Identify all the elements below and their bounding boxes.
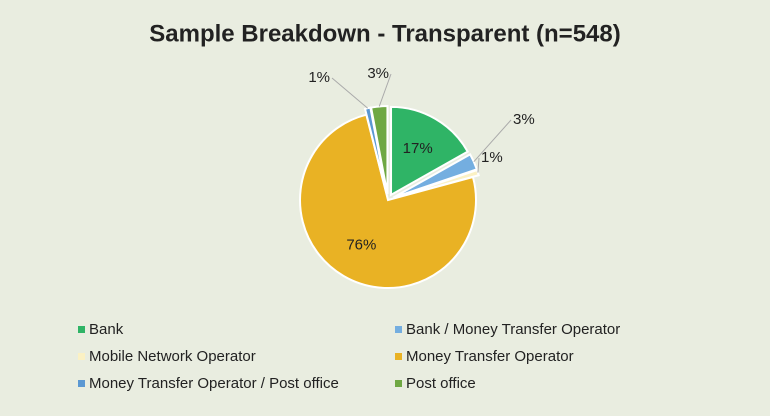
legend-label: Money Transfer Operator [406,348,574,365]
legend-swatch [395,353,402,360]
legend-swatch [78,353,85,360]
slice-label: 3% [367,65,389,82]
leader-line [477,157,480,173]
legend-swatch [395,380,402,387]
slice-label: 1% [308,69,330,86]
legend-swatch [395,326,402,333]
legend-label: Bank [89,321,124,338]
legend-swatch [78,326,85,333]
chart-title: Sample Breakdown - Transparent (n=548) [149,20,620,47]
legend-label: Mobile Network Operator [89,348,256,365]
legend-label: Bank / Money Transfer Operator [406,321,620,338]
pie-slice [299,113,477,289]
legend-label: Post office [406,375,476,392]
legend-swatch [78,380,85,387]
slice-label: 3% [513,111,535,128]
legend-label: Money Transfer Operator / Post office [89,375,339,392]
leader-line [378,73,392,107]
slice-label: 1% [481,149,503,166]
pie-slice [390,105,470,197]
leader-line [473,119,512,163]
slice-label: 17% [403,140,433,157]
slice-label: 76% [346,237,376,254]
leader-line [331,77,369,109]
